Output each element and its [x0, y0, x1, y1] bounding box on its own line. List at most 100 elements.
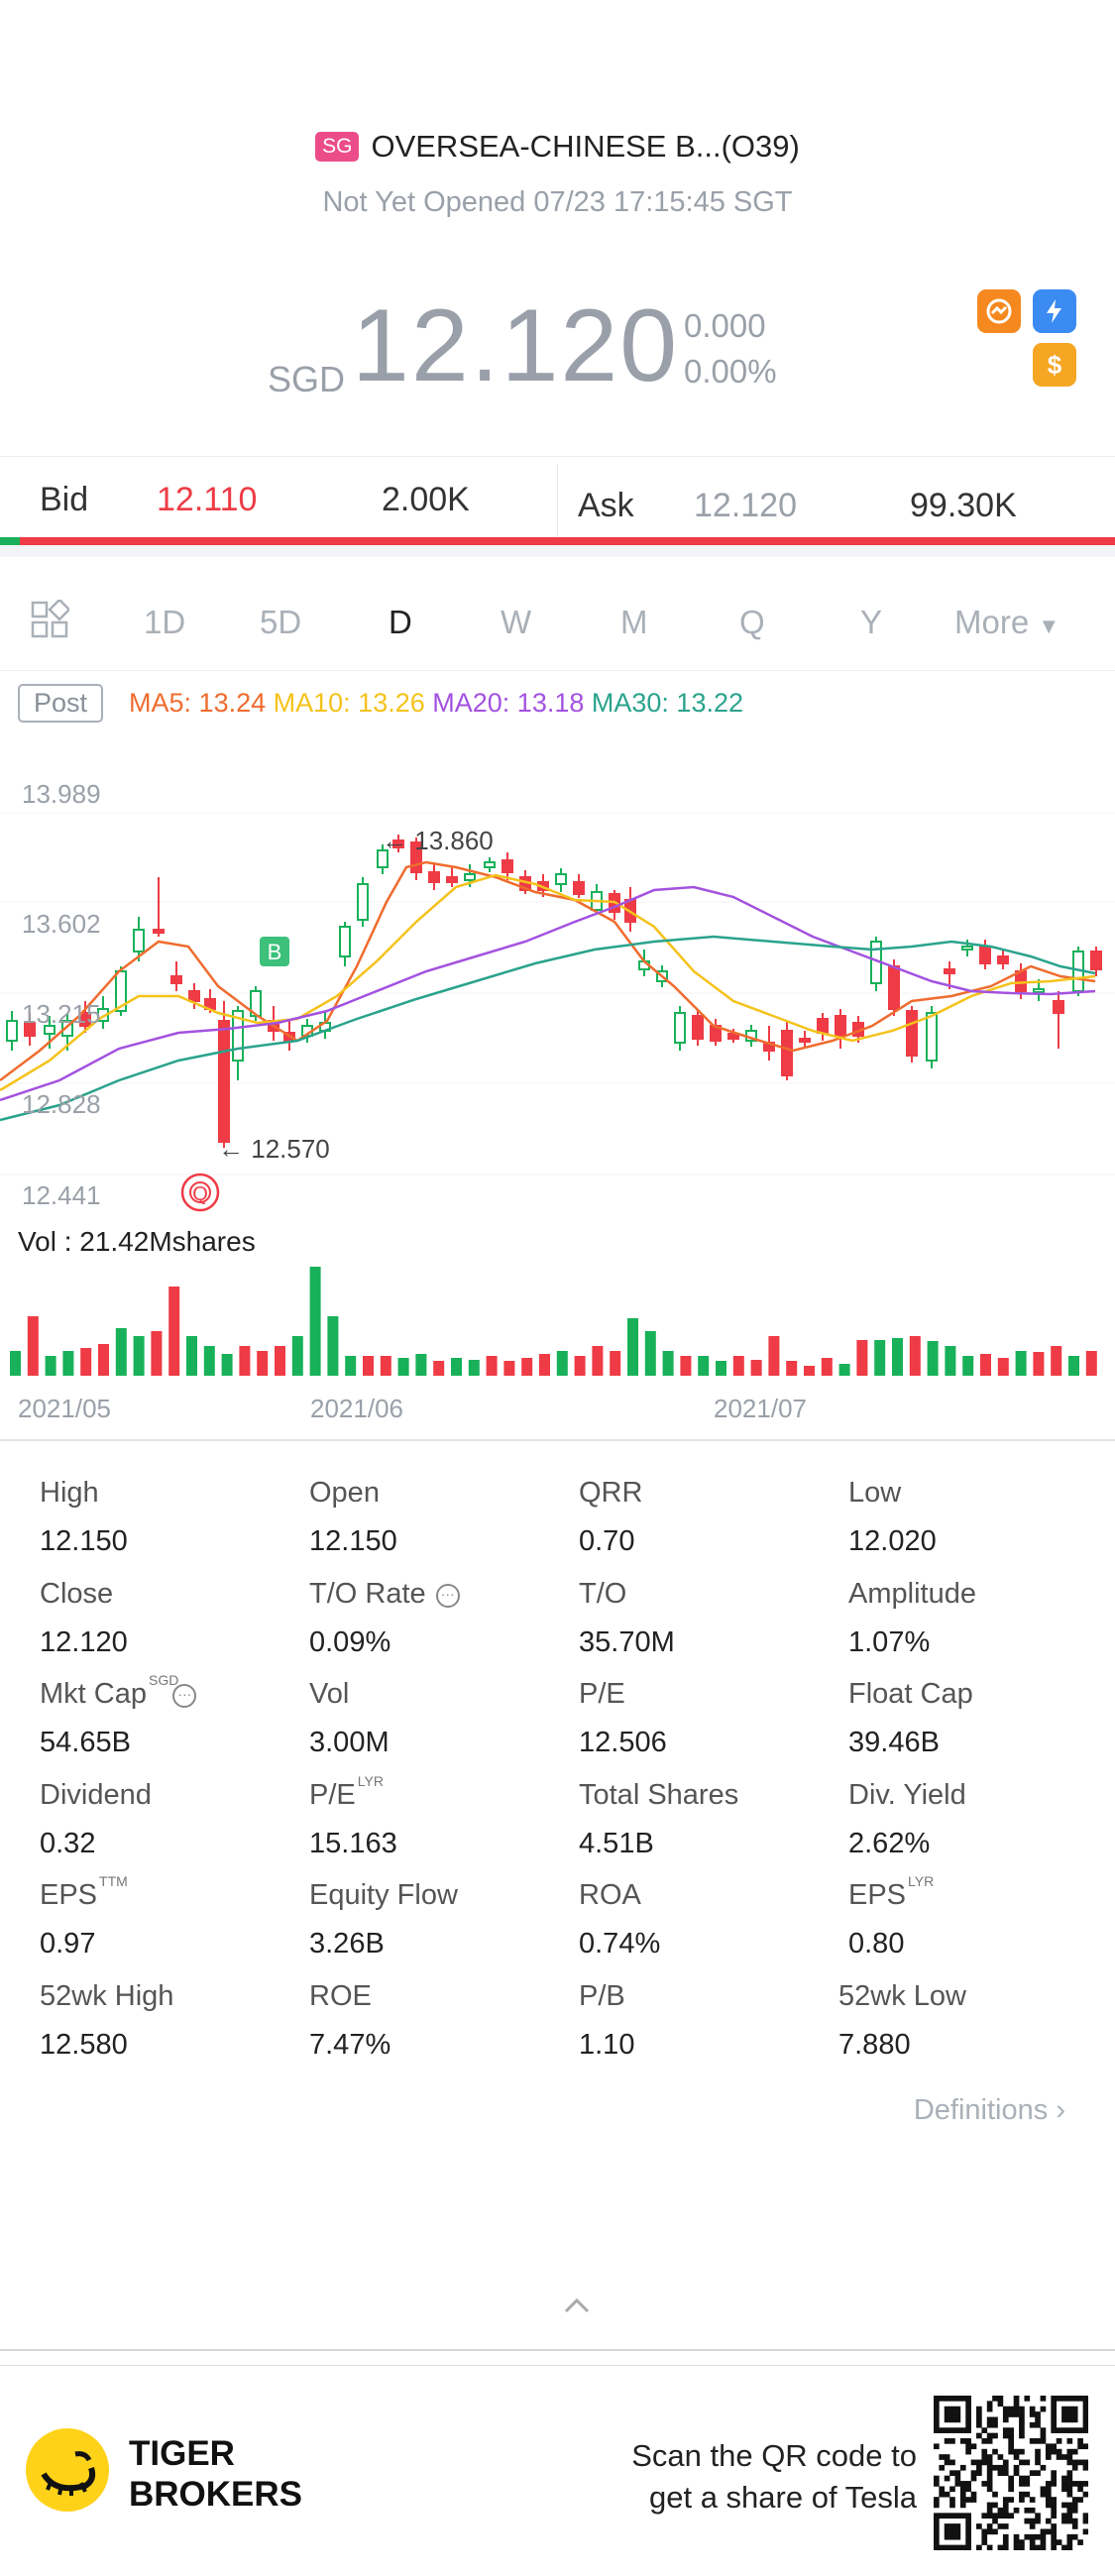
candle — [218, 1020, 230, 1143]
stat-value: 12.120 — [40, 1625, 128, 1658]
stat-value: 12.150 — [309, 1525, 397, 1557]
stat-label-text: High — [40, 1477, 99, 1509]
stat-cell: T/O Rate ··· 0.09% — [309, 1578, 577, 1659]
volume-bar — [644, 1331, 656, 1376]
chevron-down-icon: ▼ — [1038, 614, 1060, 638]
volume-bar — [856, 1340, 868, 1376]
volume-bar — [203, 1346, 215, 1376]
candle — [464, 873, 476, 881]
stat-cell: ROE 7.47% — [309, 1980, 577, 2062]
candle — [61, 1020, 73, 1037]
buy-marker[interactable]: B — [260, 937, 289, 966]
stat-value: 1.07% — [848, 1625, 931, 1658]
tab-week[interactable]: W — [501, 604, 532, 640]
stat-cell: EPS TTM 0.97 — [40, 1873, 307, 1960]
volume-bar — [962, 1356, 974, 1376]
buy-marker-label: B — [268, 940, 282, 964]
volume-bar — [627, 1318, 638, 1376]
volume-bar — [539, 1354, 550, 1376]
chevron-up-icon[interactable] — [562, 2290, 592, 2323]
more-info-icon[interactable]: ··· — [172, 1684, 197, 1708]
candle — [817, 1018, 829, 1034]
stat-label-text: Amplitude — [848, 1577, 976, 1610]
tab-day[interactable]: D — [389, 604, 412, 640]
tab-1d[interactable]: 1D — [144, 604, 186, 640]
volume-bar — [909, 1336, 921, 1376]
candle — [727, 1033, 739, 1040]
stat-superscript: SGD — [148, 1672, 179, 1688]
period-tabs: 1D 5D D W M Q Y More ▼ — [0, 580, 1115, 671]
ma30-value: MA30: 13.22 — [591, 688, 743, 718]
volume-bar — [433, 1361, 445, 1376]
candle — [24, 1022, 36, 1037]
post-toggle[interactable]: Post — [18, 684, 104, 723]
stat-value: 12.506 — [579, 1727, 667, 1758]
ma5-value: MA5: 13.24 — [129, 688, 267, 718]
volume-bar — [397, 1358, 409, 1376]
tab-5d[interactable]: 5D — [260, 604, 302, 640]
lightning-icon[interactable] — [1033, 289, 1076, 333]
stat-label-text: T/O — [579, 1577, 627, 1610]
stat-label: Low — [848, 1477, 1115, 1510]
stat-cell: Open 12.150 — [309, 1477, 577, 1558]
stat-label: Equity Flow — [309, 1879, 577, 1912]
currency: SGD — [268, 359, 346, 399]
candle — [170, 975, 182, 984]
tab-month[interactable]: M — [620, 604, 648, 640]
layout-grid-icon[interactable] — [30, 598, 71, 647]
volume-bar — [750, 1360, 762, 1376]
ma-line-5 — [0, 860, 1096, 1081]
stat-label-text: P/B — [579, 1979, 625, 2012]
promo-footer: TIGER BROKERS Scan the QR code to get a … — [0, 2366, 1115, 2576]
ma-line-10 — [0, 873, 1096, 1092]
volume-bar — [239, 1346, 251, 1376]
section-separator — [0, 545, 1115, 557]
volume-bar — [115, 1328, 127, 1376]
candle — [944, 968, 955, 974]
stat-value: 15.163 — [309, 1827, 397, 1859]
candle — [446, 876, 458, 883]
stat-value: 39.46B — [848, 1727, 940, 1758]
candlestick-chart[interactable]: 13.989 13.602 13.215 12.828 12.441 ← 13.… — [0, 753, 1115, 1447]
volume-bar — [574, 1356, 586, 1376]
stock-title[interactable]: SG OVERSEA-CHINESE B...(O39) — [0, 129, 1115, 165]
brand-name: TIGER BROKERS — [129, 2433, 302, 2515]
stat-value: 0.97 — [40, 1928, 96, 1960]
candle — [6, 1020, 18, 1042]
trade-icon[interactable] — [977, 289, 1021, 333]
volume-bar — [291, 1336, 303, 1376]
x-label-may: 2021/05 — [18, 1394, 111, 1423]
candle — [392, 840, 404, 848]
stat-label: T/O Rate ··· — [309, 1578, 577, 1611]
more-info-icon[interactable]: ··· — [435, 1583, 460, 1608]
stat-label: 52wk High — [40, 1980, 307, 2013]
volume-bar — [62, 1351, 74, 1376]
volume-bar — [1085, 1351, 1097, 1376]
quarter-report-marker[interactable]: Q — [180, 1173, 220, 1212]
candle — [961, 946, 973, 951]
ask-label: Ask — [578, 487, 634, 524]
quote-header: SG OVERSEA-CHINESE B...(O39) Not Yet Open… — [0, 0, 1115, 456]
definitions-link[interactable]: Definitions › — [914, 2094, 1065, 2127]
stat-value: 0.74% — [579, 1928, 661, 1960]
stock-name: OVERSEA-CHINESE B...(O39) — [371, 129, 800, 164]
ma10-value: MA10: 13.26 — [273, 688, 425, 718]
stat-cell: Div. Yield 2.62% — [848, 1779, 1115, 1860]
candle — [153, 929, 165, 934]
volume-bar — [804, 1366, 815, 1376]
stat-value: 0.09% — [309, 1625, 391, 1658]
tab-year[interactable]: Y — [860, 604, 883, 640]
stat-cell: ROA 0.74% — [579, 1879, 846, 1960]
qr-code — [934, 2396, 1088, 2550]
tab-quarter[interactable]: Q — [739, 604, 765, 640]
volume-bar — [98, 1344, 109, 1376]
ask-ratio-bar — [20, 537, 1115, 545]
candle — [1053, 1000, 1064, 1014]
brand-line-1: TIGER — [129, 2434, 235, 2473]
candle — [502, 859, 513, 873]
stat-superscript: TTM — [99, 1873, 128, 1889]
dollar-icon[interactable]: $ — [1033, 343, 1076, 387]
tab-more[interactable]: More ▼ — [954, 604, 1059, 641]
stat-label: Open — [309, 1477, 577, 1510]
stat-cell: Float Cap 39.46B — [848, 1678, 1115, 1759]
